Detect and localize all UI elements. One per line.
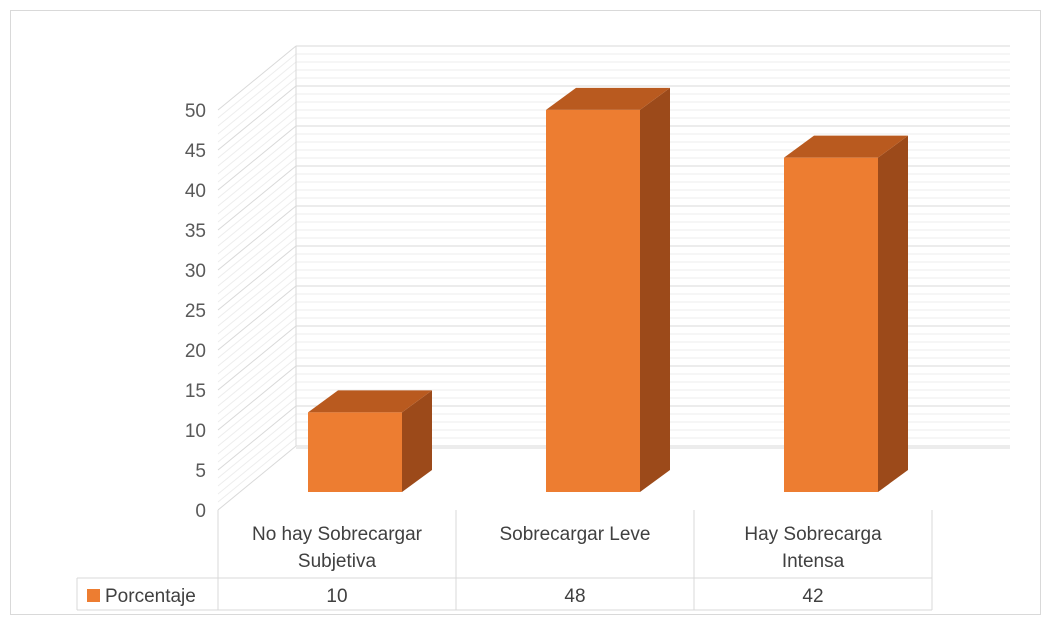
minor-side-gridline	[217, 101, 297, 167]
bar-top	[546, 87, 670, 110]
data-label: 10	[326, 586, 347, 607]
minor-side-gridline	[217, 69, 297, 135]
y-tick-label: 5	[195, 461, 206, 482]
minor-side-gridline	[217, 277, 297, 343]
side-gridline	[217, 405, 297, 471]
category-label: Hay Sobrecarga	[744, 524, 882, 545]
minor-side-gridline	[217, 397, 297, 463]
minor-side-gridline	[217, 77, 297, 143]
bar	[546, 87, 670, 493]
minor-side-gridline	[217, 341, 297, 407]
data-label: 48	[564, 586, 585, 607]
side-gridline	[217, 205, 297, 271]
minor-side-gridline	[217, 133, 297, 199]
minor-side-gridline	[217, 141, 297, 207]
minor-side-gridline	[217, 421, 297, 487]
minor-side-gridline	[217, 181, 297, 247]
side-gridline	[217, 165, 297, 231]
minor-side-gridline	[217, 349, 297, 415]
bar-side	[402, 390, 432, 492]
side-gridline	[217, 45, 297, 111]
bar	[308, 390, 432, 492]
minor-side-gridline	[217, 333, 297, 399]
minor-side-gridline	[217, 429, 297, 495]
minor-side-gridline	[217, 229, 297, 295]
side-gridline	[217, 285, 297, 351]
category-label: No hay Sobrecargar	[252, 524, 423, 545]
bars	[308, 87, 908, 493]
minor-side-gridline	[217, 109, 297, 175]
bar-side	[878, 135, 908, 492]
bar-side	[640, 87, 670, 493]
minor-side-gridline	[217, 61, 297, 127]
bar-front	[546, 109, 640, 493]
y-axis: 0 5 10 15 20 25 30 35 40 45 50	[185, 101, 206, 522]
y-tick-label: 30	[185, 261, 206, 282]
category-label: Sobrecargar Leve	[499, 524, 650, 545]
minor-side-gridline	[217, 221, 297, 287]
bar-top	[784, 135, 908, 158]
y-tick-label: 45	[185, 141, 206, 162]
bar-front	[784, 157, 878, 492]
minor-side-gridline	[217, 53, 297, 119]
bar-front	[308, 412, 402, 492]
side-gridline	[217, 245, 297, 311]
minor-side-gridline	[217, 309, 297, 375]
minor-side-gridline	[217, 149, 297, 215]
minor-side-gridline	[217, 189, 297, 255]
y-tick-label: 35	[185, 221, 206, 242]
category-label: Intensa	[782, 551, 845, 572]
minor-side-gridline	[217, 437, 297, 503]
data-table: No hay Sobrecargar Subjetiva Sobrecargar L…	[76, 510, 933, 611]
legend-key	[87, 589, 100, 602]
side-gridline	[217, 325, 297, 391]
data-label: 42	[802, 586, 823, 607]
y-tick-label: 40	[185, 181, 206, 202]
bar-top	[308, 390, 432, 413]
minor-side-gridline	[217, 117, 297, 183]
minor-side-gridline	[217, 261, 297, 327]
minor-side-gridline	[217, 253, 297, 319]
side-gridline	[217, 85, 297, 151]
minor-side-gridline	[217, 317, 297, 383]
y-tick-label: 0	[195, 501, 206, 522]
minor-side-gridline	[217, 173, 297, 239]
minor-side-gridline	[217, 381, 297, 447]
minor-side-gridline	[217, 373, 297, 439]
y-tick-label: 20	[185, 341, 206, 362]
minor-side-gridline	[217, 413, 297, 479]
y-tick-label: 50	[185, 101, 206, 122]
minor-side-gridline	[217, 357, 297, 423]
side-gridline	[217, 125, 297, 191]
side-gridline	[217, 365, 297, 431]
minor-side-gridline	[217, 197, 297, 263]
minor-side-gridline	[217, 389, 297, 455]
y-tick-label: 10	[185, 421, 206, 442]
minor-side-gridline	[217, 237, 297, 303]
side-gridline	[217, 445, 297, 511]
y-tick-label: 15	[185, 381, 206, 402]
minor-side-gridline	[217, 157, 297, 223]
bar	[784, 135, 908, 492]
category-label: Subjetiva	[298, 551, 377, 572]
series-name: Porcentaje	[105, 586, 196, 607]
y-tick-label: 25	[185, 301, 206, 322]
minor-side-gridline	[217, 213, 297, 279]
minor-side-gridline	[217, 301, 297, 367]
minor-side-gridline	[217, 93, 297, 159]
minor-side-gridline	[217, 293, 297, 359]
minor-side-gridline	[217, 269, 297, 335]
